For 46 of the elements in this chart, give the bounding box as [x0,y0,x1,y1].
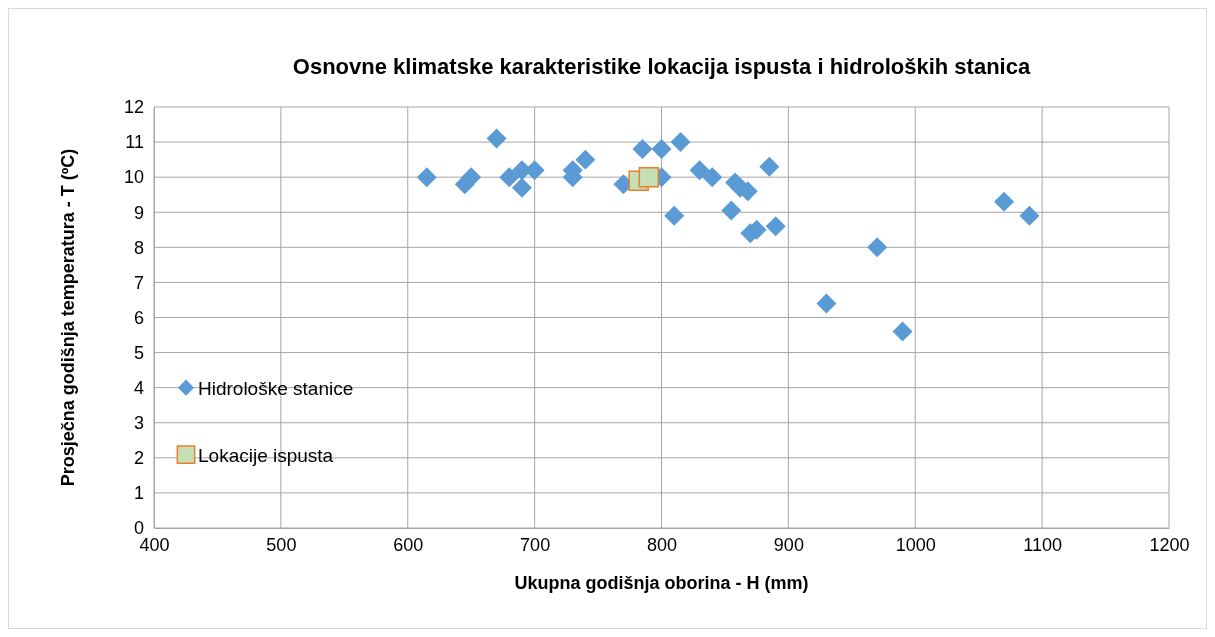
point [721,200,742,221]
point [765,216,786,237]
legend-label: Hidrološke stanice [198,377,354,399]
point [486,128,507,149]
y-tick-label: 10 [123,167,144,188]
point [867,237,888,258]
y-tick-label: 2 [133,448,144,469]
x-axis-title: Ukupna godišnja oborina - H (mm) [514,573,809,593]
legend-label: Lokacije ispusta [198,444,334,466]
y-tick-label: 3 [133,413,144,434]
x-tick-label: 900 [773,534,804,555]
point [461,167,482,188]
x-tick-label: 1200 [1149,534,1190,555]
point [632,139,653,160]
chart-title: Osnovne klimatske karakteristike lokacija ispusta i hidroloških stanica [292,54,1031,79]
y-axis-title: Prosječna godišnja temperatura - T (ºC) [58,148,78,487]
x-tick-label: 600 [393,534,424,555]
y-tick-label: 11 [125,132,144,153]
y-tick-label: 12 [123,97,144,118]
point [499,167,520,188]
point [575,149,596,170]
y-tick-label: 8 [133,237,144,258]
x-tick-label: 1100 [1023,534,1062,555]
x-tick-label: 500 [266,534,297,555]
point [651,139,672,160]
x-tick-label: 700 [520,534,551,555]
point [638,166,660,188]
y-tick-label: 4 [133,377,144,398]
y-tick-label: 5 [133,342,144,363]
point [759,156,780,177]
point [702,167,723,188]
y-tick-label: 6 [133,307,144,328]
point [816,293,837,314]
point [994,191,1015,212]
y-tick-label: 1 [133,483,144,504]
point [664,205,685,226]
point [416,167,437,188]
point [511,177,532,198]
x-tick-label: 1000 [895,534,936,555]
point [1019,205,1040,226]
point [670,132,691,153]
point [892,321,913,342]
y-tick-label: 9 [133,202,144,223]
point [689,160,710,181]
y-tick-label: 7 [133,272,144,293]
x-tick-label: 800 [646,534,678,555]
